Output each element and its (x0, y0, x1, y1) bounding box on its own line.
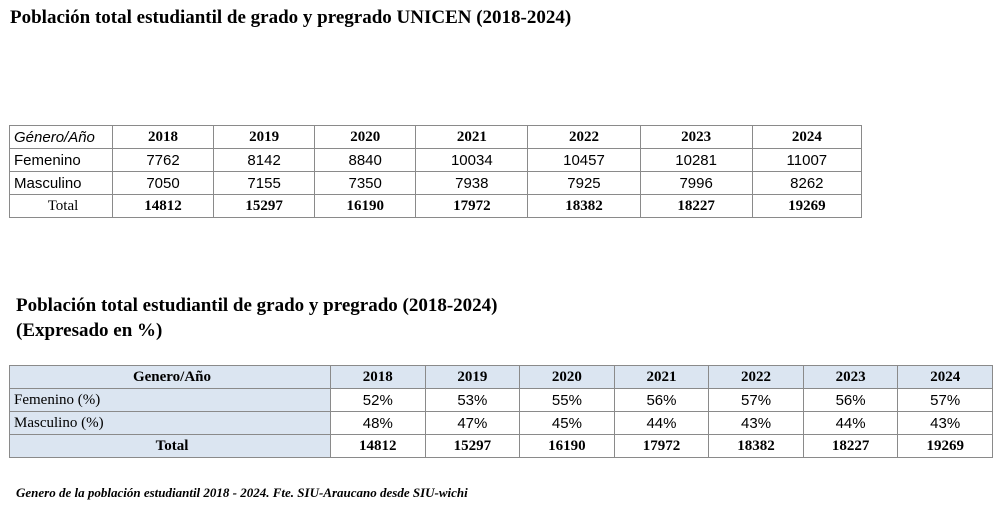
table-row-total: Total 14812 15297 16190 17972 18382 1822… (9, 194, 863, 218)
table-cell: 11007 (751, 148, 863, 172)
table-row-masculino: Masculino (%) 48% 47% 45% 44% 43% 44% 43… (9, 411, 993, 435)
row-label: Total (9, 434, 331, 458)
table-cell: 56% (613, 388, 710, 412)
table-cell: 7155 (213, 171, 316, 195)
year-header: 2019 (424, 365, 521, 389)
table-cell: 47% (424, 411, 521, 435)
table-cell: 16190 (519, 434, 615, 458)
row-label: Total (9, 194, 113, 218)
table-cell: 53% (424, 388, 521, 412)
table-cell: 18382 (708, 434, 804, 458)
table-cell: 7350 (314, 171, 417, 195)
table-cell: 10281 (639, 148, 753, 172)
table-cell: 43% (897, 411, 993, 435)
table-cell: 7925 (527, 171, 641, 195)
source-footnote: Genero de la población estudiantil 2018 … (16, 485, 468, 500)
table-cell: 14812 (330, 434, 426, 458)
year-header: 2021 (415, 125, 529, 149)
table-cell: 43% (708, 411, 804, 435)
table-cell: 15297 (213, 194, 316, 218)
year-header: 2019 (213, 125, 316, 149)
table-cell: 56% (802, 388, 899, 412)
table-cell: 7996 (639, 171, 753, 195)
year-header: 2022 (708, 365, 804, 389)
table-cell: 52% (330, 388, 426, 412)
table-header-row: Género/Año 2018 2019 2020 2021 2022 2023… (9, 125, 863, 149)
table-cell: 14812 (111, 194, 215, 218)
student-percentage-table: Genero/Año 2018 2019 2020 2021 2022 2023… (9, 365, 993, 458)
table-row-femenino: Femenino (%) 52% 53% 55% 56% 57% 56% 57% (9, 388, 993, 412)
student-population-table: Género/Año 2018 2019 2020 2021 2022 2023… (9, 125, 863, 218)
table2-title-line2: (Expresado en %) (16, 320, 163, 341)
table2-title-line1: Población total estudiantil de grado y p… (16, 295, 498, 316)
row-label: Masculino (9, 171, 113, 195)
table-cell: 16190 (314, 194, 417, 218)
year-header: 2020 (519, 365, 615, 389)
table-cell: 10457 (527, 148, 641, 172)
table-cell: 18227 (639, 194, 753, 218)
table-cell: 8142 (213, 148, 316, 172)
table-cell: 18227 (802, 434, 899, 458)
year-header: 2023 (639, 125, 753, 149)
table-cell: 18382 (527, 194, 641, 218)
table-cell: 17972 (613, 434, 710, 458)
table-cell: 7762 (111, 148, 215, 172)
header-label-cell: Género/Año (9, 125, 113, 149)
table-row-masculino: Masculino 7050 7155 7350 7938 7925 7996 … (9, 171, 863, 195)
table-cell: 19269 (897, 434, 993, 458)
table1-title: Población total estudiantil de grado y p… (10, 7, 572, 28)
table-row-femenino: Femenino 7762 8142 8840 10034 10457 1028… (9, 148, 863, 172)
table-cell: 44% (613, 411, 710, 435)
year-header: 2018 (330, 365, 426, 389)
year-header: 2022 (527, 125, 641, 149)
table-cell: 57% (708, 388, 804, 412)
table-cell: 7938 (415, 171, 529, 195)
table-cell: 48% (330, 411, 426, 435)
table-cell: 19269 (751, 194, 863, 218)
table-cell: 15297 (424, 434, 521, 458)
table2-title: Población total estudiantil de grado y p… (16, 293, 498, 343)
table-header-row: Genero/Año 2018 2019 2020 2021 2022 2023… (9, 365, 993, 389)
row-label: Femenino (%) (9, 388, 331, 412)
table-cell: 44% (802, 411, 899, 435)
table-cell: 45% (519, 411, 615, 435)
header-label-cell: Genero/Año (9, 365, 331, 389)
row-label: Masculino (%) (9, 411, 331, 435)
table-cell: 8262 (751, 171, 863, 195)
table-cell: 8840 (314, 148, 417, 172)
table-cell: 10034 (415, 148, 529, 172)
row-label: Femenino (9, 148, 113, 172)
table-cell: 17972 (415, 194, 529, 218)
table-cell: 57% (897, 388, 993, 412)
year-header: 2024 (897, 365, 993, 389)
table-cell: 55% (519, 388, 615, 412)
table-cell: 7050 (111, 171, 215, 195)
year-header: 2023 (802, 365, 899, 389)
year-header: 2024 (751, 125, 863, 149)
year-header: 2018 (111, 125, 215, 149)
year-header: 2020 (314, 125, 417, 149)
year-header: 2021 (613, 365, 710, 389)
table-row-total: Total 14812 15297 16190 17972 18382 1822… (9, 434, 993, 458)
